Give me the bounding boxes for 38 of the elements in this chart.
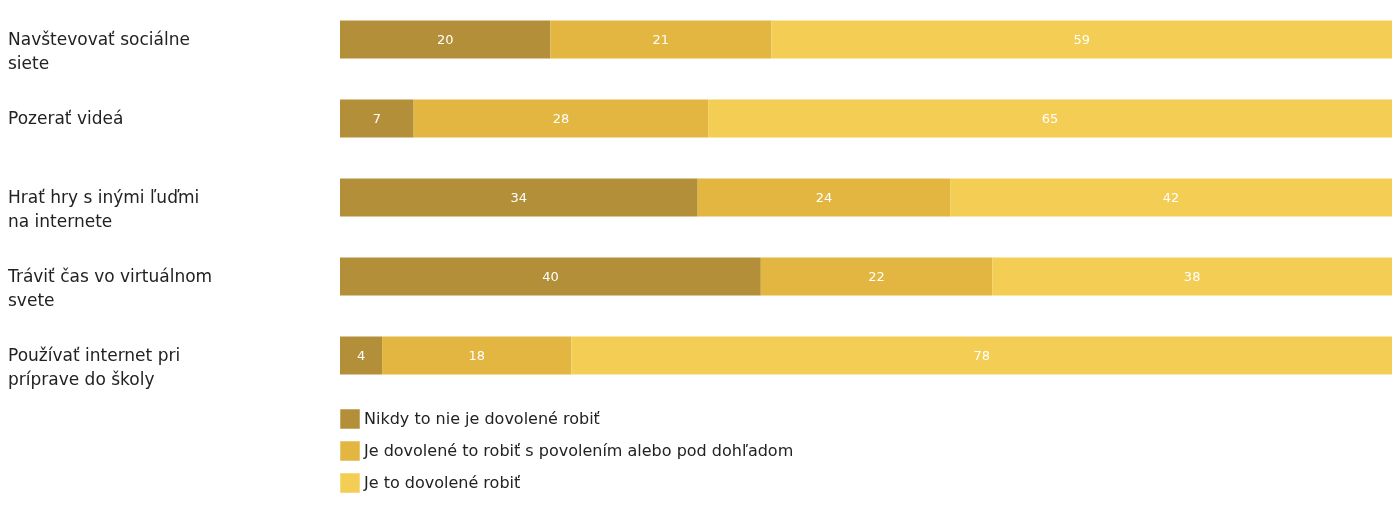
bar — [413, 99, 709, 138]
data-label: 78 — [973, 347, 990, 363]
data-label: 4 — [356, 347, 366, 363]
bar — [771, 20, 1392, 59]
bar — [382, 336, 572, 375]
bar — [340, 257, 761, 296]
data-label: 59 — [1073, 31, 1090, 47]
bar — [550, 20, 772, 59]
y-tick-label: Hrať hry s inými ľuďmi na internete — [8, 186, 200, 231]
bar — [697, 178, 951, 217]
bar — [708, 99, 1392, 138]
bar — [340, 178, 698, 217]
bar — [992, 257, 1392, 296]
y-tick-label: Používať internet pri príprave do školy — [8, 344, 181, 389]
legend-label: Je dovolené to robiť s povolením alebo pod dohľadom — [363, 441, 794, 460]
data-label: 18 — [468, 347, 486, 363]
y-tick-label: Tráviť čas vo virtuálnom svete — [7, 265, 213, 310]
data-label: 34 — [510, 189, 528, 205]
legend-label: Je to dovolené robiť — [363, 473, 521, 492]
data-label: 7 — [372, 110, 381, 126]
data-label: 42 — [1162, 189, 1180, 205]
bar — [340, 336, 383, 375]
data-label: 28 — [552, 110, 570, 126]
bar — [760, 257, 993, 296]
data-label: 20 — [436, 31, 454, 47]
legend-label: Nikdy to nie je dovolené robiť — [364, 409, 600, 428]
bar — [950, 178, 1392, 217]
data-label: 38 — [1183, 268, 1201, 284]
data-label: 21 — [652, 31, 670, 47]
bar — [571, 336, 1392, 375]
data-label: 40 — [542, 268, 559, 284]
data-label: 22 — [868, 268, 885, 284]
y-tick-label: Pozerať videá — [8, 107, 124, 128]
y-tick-label: Navštevovať sociálne siete — [8, 28, 190, 73]
data-label: 24 — [815, 189, 833, 205]
bar — [340, 99, 414, 138]
data-label: 65 — [1041, 110, 1059, 126]
bar — [340, 20, 551, 59]
